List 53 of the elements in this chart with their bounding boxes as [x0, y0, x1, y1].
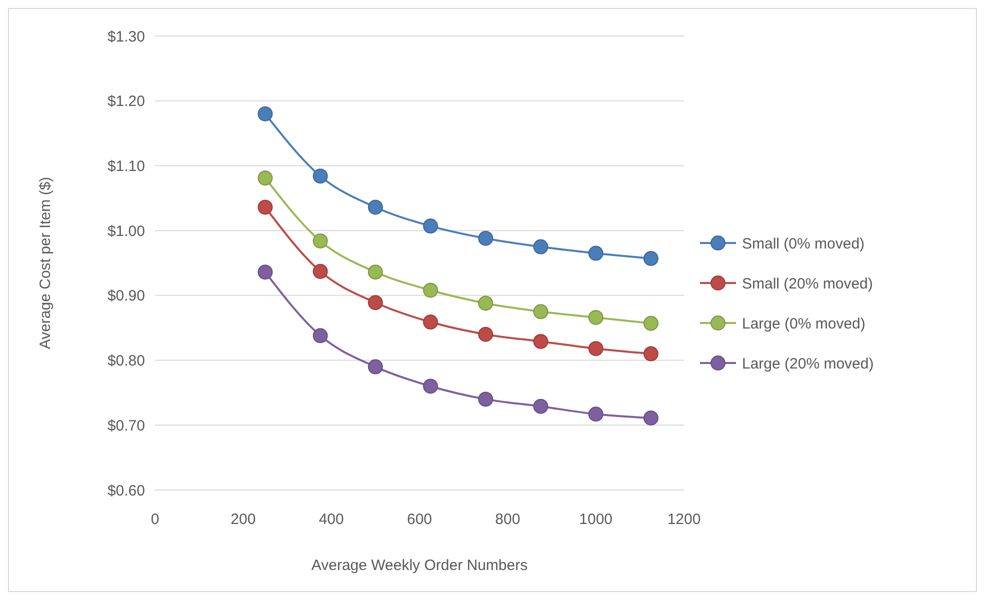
point: [478, 230, 494, 246]
point: [258, 264, 273, 280]
point: [258, 170, 273, 186]
y-tick-label: $0.60: [107, 482, 145, 500]
y-tick-label: $1.00: [107, 222, 145, 240]
point: [312, 264, 328, 279]
y-tick-label: $1.30: [107, 28, 145, 46]
point: [423, 314, 438, 330]
legend-label: Large (0% moved): [742, 315, 866, 332]
legend-label: Small (20% moved): [742, 275, 873, 292]
point: [533, 239, 548, 254]
x-tick-label: 1200: [667, 511, 701, 528]
point: [258, 106, 273, 122]
point: [312, 168, 328, 184]
x-tick-label: 0: [150, 511, 160, 528]
point: [368, 200, 383, 215]
point: [588, 406, 604, 422]
point: [643, 250, 658, 266]
x-tick-label: 800: [495, 511, 520, 528]
point: [368, 359, 383, 374]
y-axis-title: Average Cost per Item ($): [37, 176, 54, 350]
point: [478, 296, 494, 311]
legend-label: Large (20% moved): [742, 355, 874, 372]
y-tick-label: $0.90: [107, 288, 145, 305]
point: [588, 341, 604, 356]
point: [478, 392, 494, 407]
point: [533, 304, 548, 320]
point: [533, 334, 548, 349]
point: [643, 346, 658, 362]
y-tick-label: $0.80: [107, 352, 145, 370]
point: [368, 264, 383, 280]
x-tick-label: 1000: [579, 511, 613, 528]
point: [643, 316, 658, 331]
y-tick-label: $0.70: [107, 417, 145, 434]
point: [368, 295, 383, 310]
legend-label: Small (0% moved): [742, 235, 865, 252]
y-tick-label: $1.20: [107, 93, 145, 110]
point: [312, 328, 328, 344]
y-tick-label: $1.10: [107, 158, 145, 175]
point: [423, 282, 438, 298]
x-tick-label: 400: [318, 511, 344, 528]
point: [423, 378, 438, 394]
point: [423, 218, 438, 234]
x-axis-title: Average Weekly Order Numbers: [311, 557, 528, 574]
x-tick-label: 600: [406, 511, 432, 528]
point: [258, 200, 273, 215]
point: [588, 310, 604, 325]
point: [533, 398, 548, 414]
point: [588, 246, 604, 261]
point: [643, 410, 658, 426]
point: [312, 233, 328, 248]
point: [478, 326, 494, 342]
x-tick-label: 200: [230, 511, 256, 528]
